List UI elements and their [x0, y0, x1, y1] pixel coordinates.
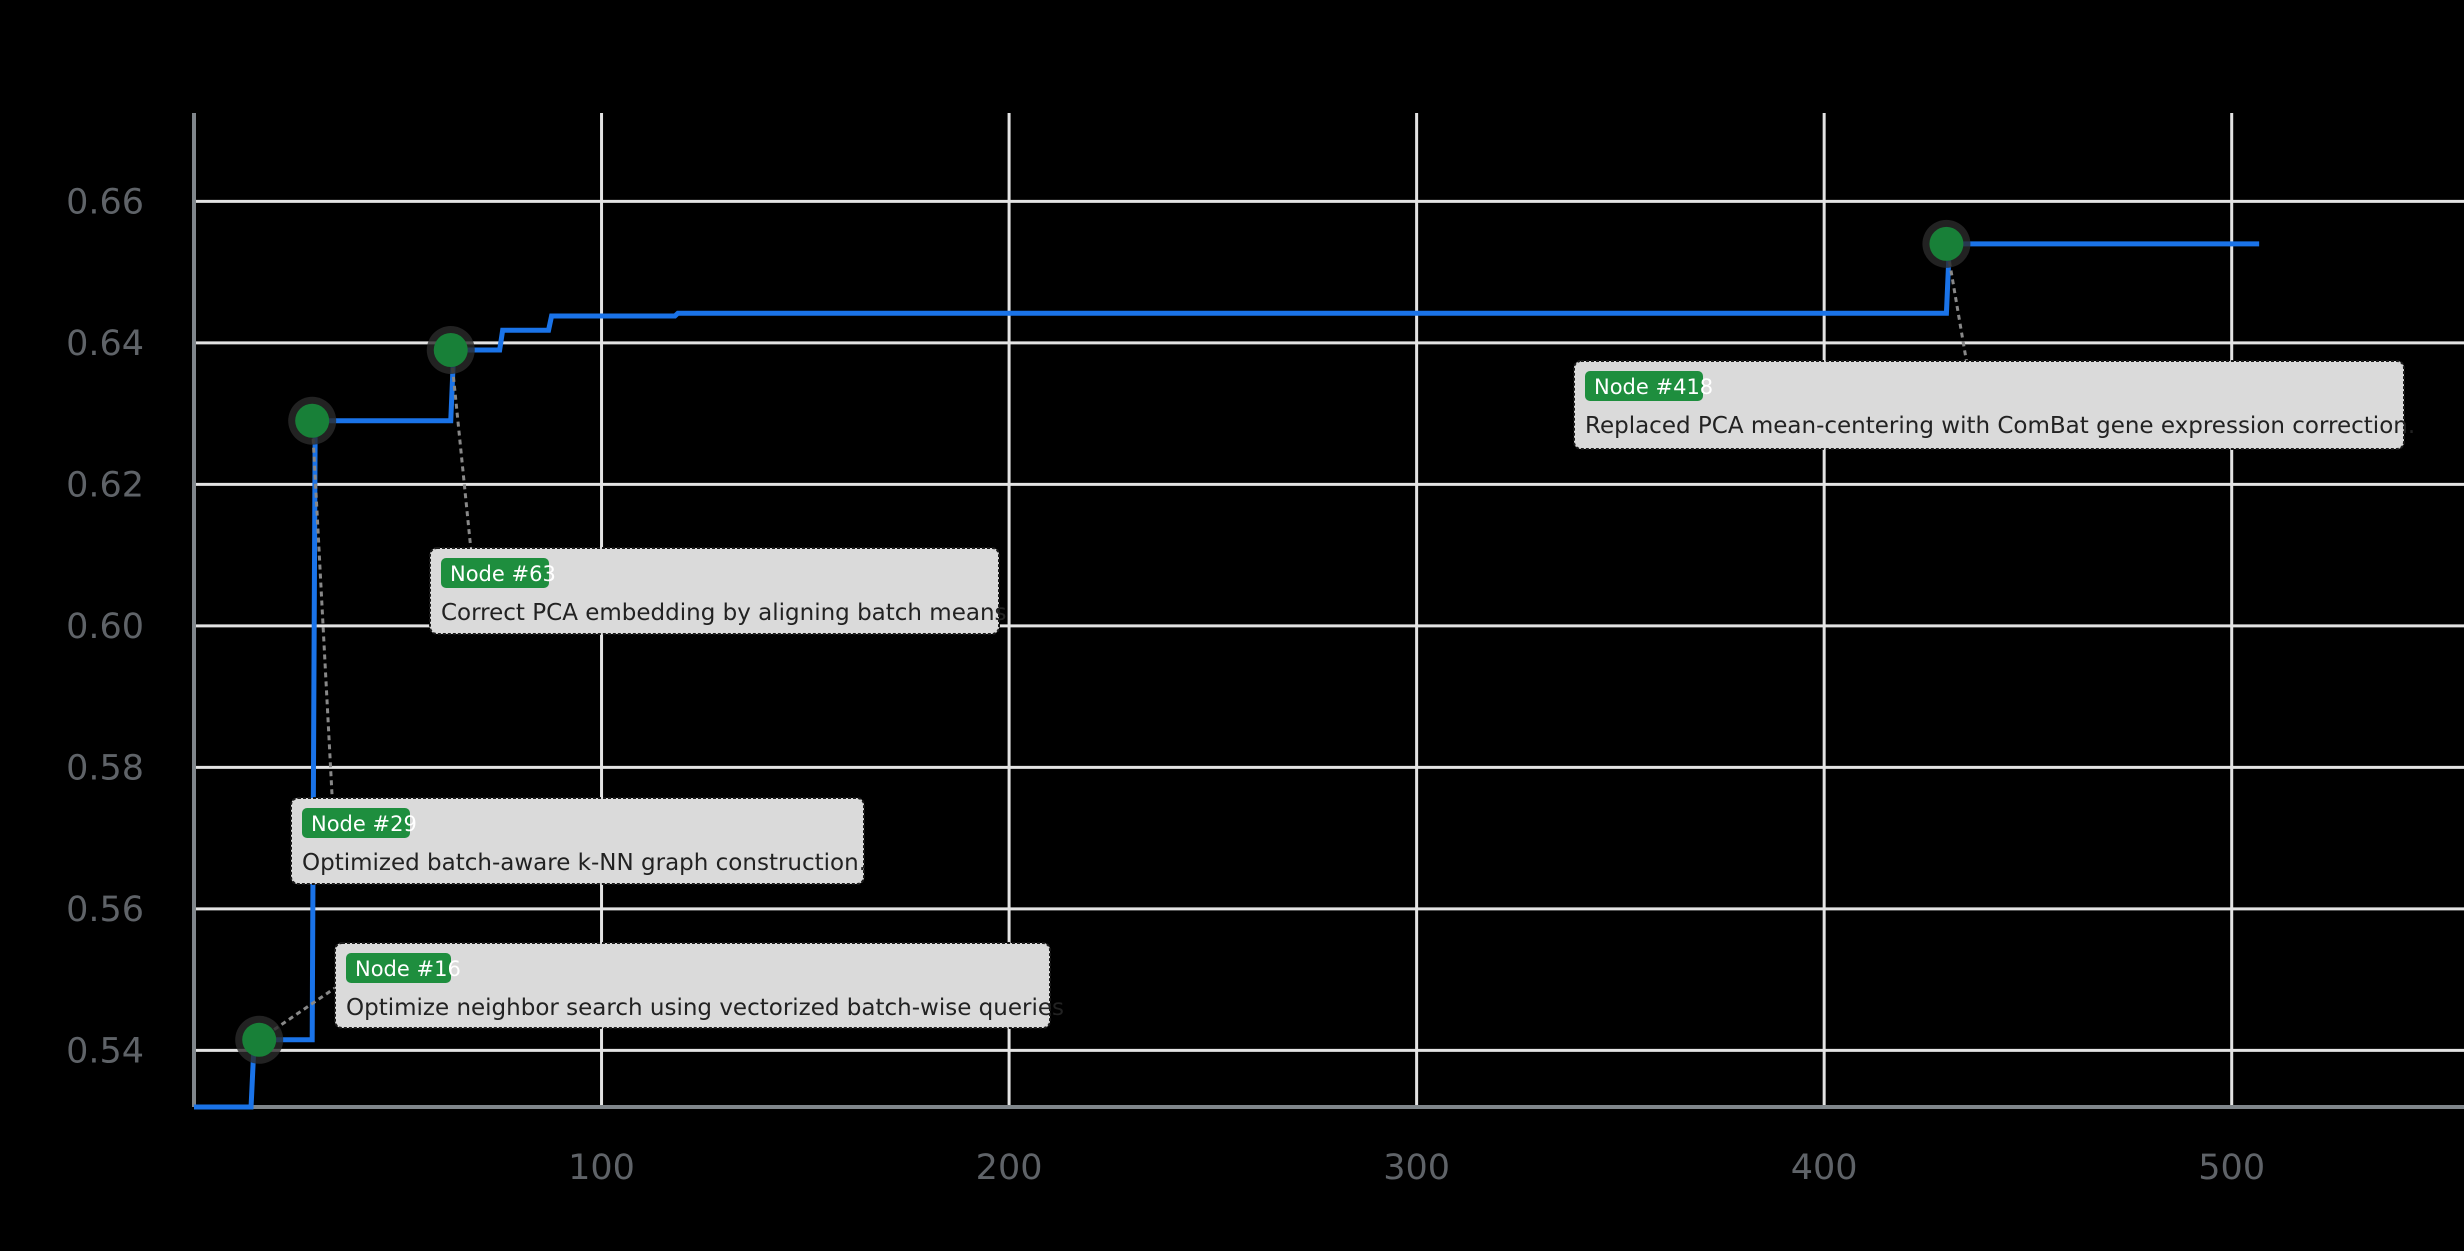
- x-tick-label: 100: [568, 1148, 635, 1188]
- leader-line: [449, 349, 473, 549]
- y-tick-label: 0.66: [66, 182, 144, 222]
- node-badge-label: Node #418: [1594, 375, 1713, 399]
- nodes: [235, 219, 1971, 1064]
- y-tick-label: 0.58: [66, 748, 144, 788]
- y-tick-label: 0.60: [66, 607, 144, 647]
- node-badge: [1585, 371, 1703, 401]
- y-tick-label: 0.62: [66, 465, 144, 505]
- node-marker: [1929, 226, 1964, 261]
- annotation-card: Node #16 Optimize neighbor search using v…: [334, 942, 1064, 1029]
- annotation-text: Optimized batch-aware k-NN graph constru…: [302, 850, 866, 876]
- annotation-box: [290, 797, 865, 885]
- x-tick-label: 500: [2198, 1148, 2265, 1188]
- axes: [192, 113, 2464, 1109]
- node-badge: [302, 808, 410, 838]
- annotation-box: [334, 942, 1051, 1029]
- annotation-text: Correct PCA embedding by aligning batch …: [441, 600, 1007, 626]
- annotations: Node #16 Optimize neighbor search using v…: [290, 360, 2415, 1029]
- annotation-box: [1573, 360, 2405, 450]
- node-badge: [346, 953, 451, 983]
- x-tick-label: 300: [1383, 1148, 1450, 1188]
- tick-labels: 100 200 300 400 500 0.54 0.56 0.58 0.60 0.62 0.64 0…: [66, 182, 2265, 1188]
- node-marker: [433, 333, 468, 368]
- node-marker: [295, 403, 330, 438]
- annotation-card: Node #63 Correct PCA embedding by alignin…: [429, 547, 1007, 635]
- annotation-box: [429, 547, 1000, 635]
- node-badge: [441, 558, 549, 588]
- node-badge-label: Node #29: [311, 812, 417, 836]
- annotation-card: Node #29 Optimized batch-aware k-NN graph…: [290, 797, 866, 885]
- node-badge-label: Node #16: [355, 957, 461, 981]
- x-tick-label: 400: [1791, 1148, 1858, 1188]
- y-tick-label: 0.56: [66, 890, 144, 930]
- leader-line: [258, 986, 336, 1042]
- annotation-card: Node #418 Replaced PCA mean-centering wit…: [1573, 360, 2415, 450]
- y-tick-label: 0.54: [66, 1031, 144, 1071]
- annotation-text: Optimize neighbor search using vectorize…: [346, 995, 1064, 1021]
- grid: [194, 113, 2464, 1107]
- x-tick-label: 200: [976, 1148, 1043, 1188]
- node-badge-label: Node #63: [450, 562, 556, 586]
- node-marker: [242, 1022, 277, 1057]
- y-tick-label: 0.64: [66, 324, 144, 364]
- annotation-text: Replaced PCA mean-centering with ComBat …: [1585, 413, 2415, 439]
